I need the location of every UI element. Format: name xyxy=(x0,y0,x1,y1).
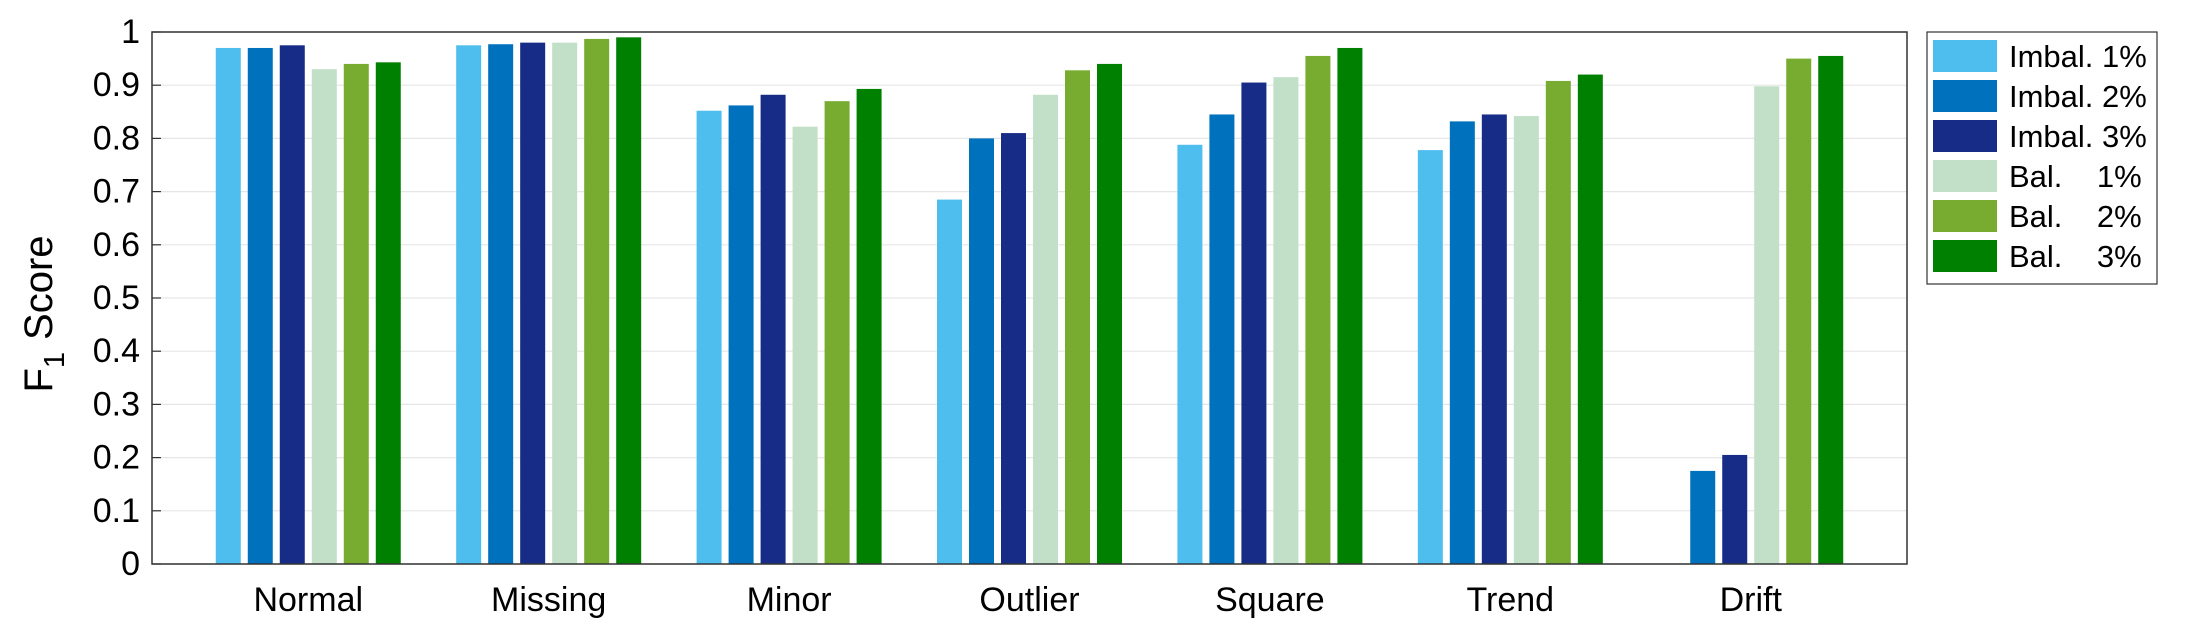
bar xyxy=(1818,55,1844,564)
bar xyxy=(1033,94,1058,564)
legend-swatch xyxy=(1933,160,1997,192)
y-axis-label-subscript: 1 xyxy=(39,352,71,368)
bar xyxy=(456,45,482,565)
legend: Imbal. 1% Imbal. 2% Imbal. 3% Bal. 1% Bal. 2… xyxy=(1926,31,2158,285)
y-tick-label: 0 xyxy=(121,545,140,583)
y-tick-label: 0.2 xyxy=(93,439,140,477)
x-tick-label: Trend xyxy=(1467,581,1555,619)
legend-label: Bal. 1% xyxy=(2009,159,2142,194)
y-tick-label: 0.5 xyxy=(93,279,140,317)
y-axis-label-main: F xyxy=(17,368,61,392)
bar xyxy=(1241,82,1267,564)
bar xyxy=(1690,470,1716,564)
bar xyxy=(1786,58,1812,564)
y-tick-label: 0.9 xyxy=(93,66,140,104)
legend-swatch xyxy=(1933,120,1997,152)
legend-swatch xyxy=(1933,240,1997,272)
legend-swatch xyxy=(1933,40,1997,72)
y-tick-label: 0.8 xyxy=(93,119,140,157)
x-tick-label: Missing xyxy=(491,581,606,619)
bar xyxy=(856,88,882,564)
bar xyxy=(215,47,241,564)
y-tick-label: 0.1 xyxy=(93,492,140,530)
bar xyxy=(552,42,578,564)
bar xyxy=(1097,63,1122,565)
grid-lines xyxy=(152,31,1907,565)
bar xyxy=(1722,454,1748,564)
bar xyxy=(1545,80,1571,564)
bar xyxy=(1065,70,1090,564)
bar xyxy=(760,94,786,564)
bar xyxy=(969,138,994,564)
bar xyxy=(343,63,369,565)
bar xyxy=(584,38,610,564)
bar xyxy=(279,45,305,565)
y-tick-label: 0.3 xyxy=(93,385,140,423)
y-axis-label-rest: Score xyxy=(17,235,61,340)
x-axis-ticks: Normal Missing Minor Outlier Square Trend Drif… xyxy=(253,581,1782,619)
x-tick-label: Outlier xyxy=(979,581,1079,619)
y-tick-label: 0.4 xyxy=(93,332,140,370)
y-axis-ticks: 0 0.1 0.2 0.3 0.4 0.5 0.6 0.7 0.8 0.9 1 xyxy=(93,13,161,583)
bars xyxy=(215,37,1844,565)
bar xyxy=(1001,133,1026,564)
bar xyxy=(1577,74,1603,564)
bar xyxy=(616,37,642,564)
legend-swatch xyxy=(1933,200,1997,232)
bar xyxy=(696,110,722,565)
y-tick-label: 0.6 xyxy=(93,226,140,264)
bar xyxy=(375,62,401,564)
bar xyxy=(1754,86,1780,564)
x-tick-label: Square xyxy=(1215,581,1325,619)
bar xyxy=(937,199,962,564)
bar xyxy=(1513,116,1539,564)
bar xyxy=(1273,77,1299,564)
bar xyxy=(728,105,754,564)
bar xyxy=(792,126,818,565)
bar xyxy=(1209,114,1235,565)
bar xyxy=(1305,55,1331,564)
x-tick-label: Drift xyxy=(1720,581,1783,619)
bar xyxy=(1177,144,1203,564)
legend-label: Bal. 3% xyxy=(2009,239,2142,274)
bar xyxy=(1337,47,1363,564)
bar xyxy=(247,47,273,564)
bar xyxy=(488,44,514,564)
bar xyxy=(1417,150,1443,564)
bar xyxy=(1449,121,1475,564)
legend-label: Imbal. 2% xyxy=(2009,79,2147,114)
bar xyxy=(824,101,850,564)
legend-label: Bal. 2% xyxy=(2009,199,2142,234)
legend-swatch xyxy=(1933,80,1997,112)
x-tick-label: Normal xyxy=(253,581,363,619)
legend-label: Imbal. 1% xyxy=(2009,39,2147,74)
y-tick-label: 0.7 xyxy=(93,173,140,211)
y-axis-label: F1 Score xyxy=(17,235,71,392)
bar xyxy=(311,69,337,565)
bar xyxy=(520,42,546,564)
x-tick-label: Minor xyxy=(747,581,832,619)
bar xyxy=(1481,114,1507,565)
legend-label: Imbal. 3% xyxy=(2009,119,2147,154)
y-tick-label: 1 xyxy=(121,13,140,51)
